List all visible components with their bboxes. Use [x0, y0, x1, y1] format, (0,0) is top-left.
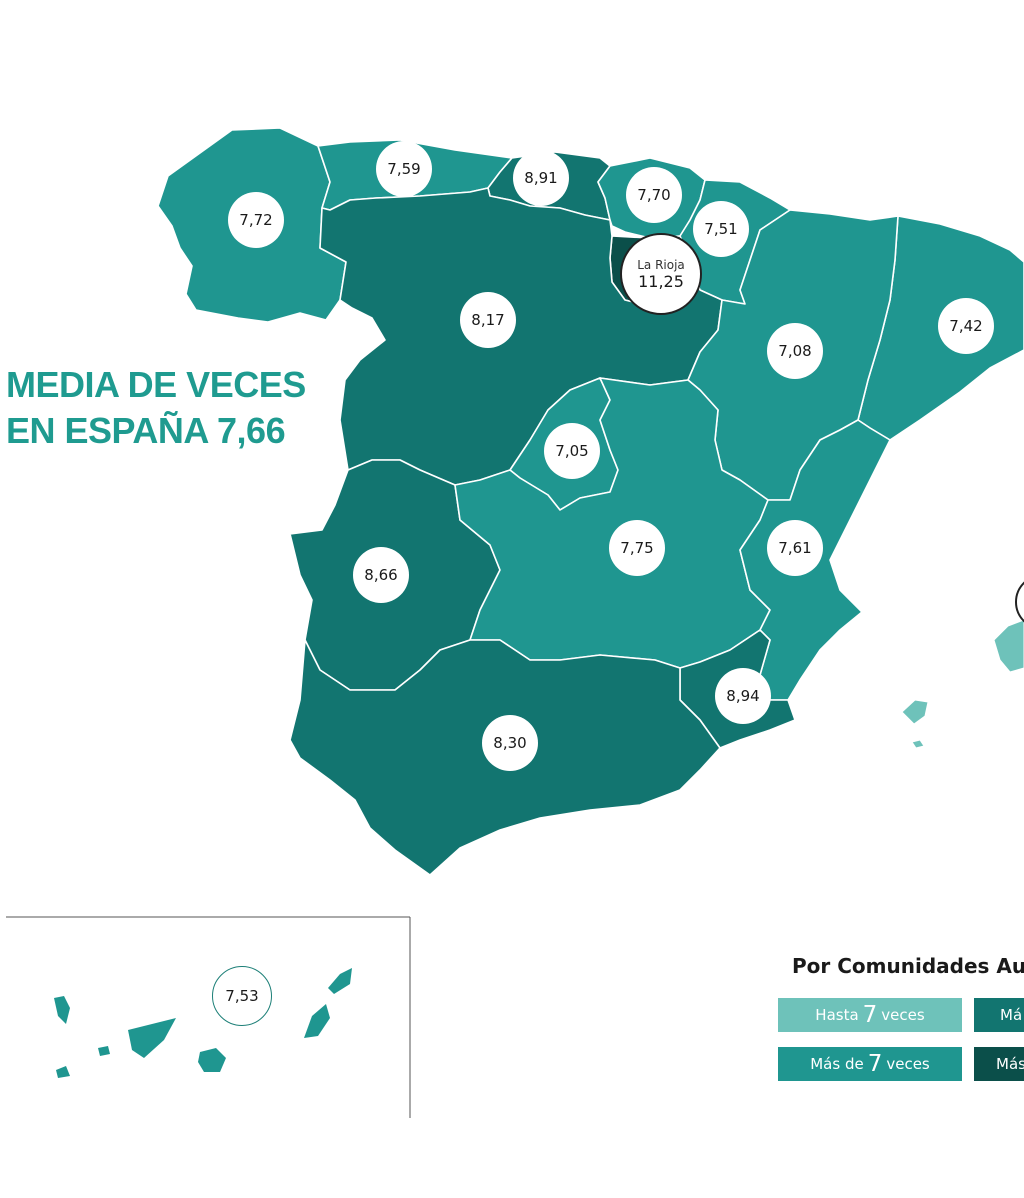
region-canarias[interactable] [54, 968, 352, 1078]
bubble-asturias: 7,59 [376, 141, 432, 197]
legend-post: veces [881, 1006, 925, 1024]
map-title: MEDIA DE VECES EN ESPAÑA 7,66 [6, 362, 306, 454]
bubble-navarra: 7,51 [693, 201, 749, 257]
bubble-andalucia: 8,30 [482, 715, 538, 771]
bubble-value: 7,51 [704, 220, 738, 238]
legend-pre: Más [996, 1055, 1024, 1073]
title-line-1: MEDIA DE VECES [6, 364, 306, 405]
bubble-value: 8,66 [364, 566, 398, 584]
bubble-madrid: 7,05 [544, 423, 600, 479]
legend-title: Por Comunidades Au [792, 954, 1024, 978]
bubble-galicia: 7,72 [228, 192, 284, 248]
bubble-castilla-la-mancha: 7,75 [609, 520, 665, 576]
bubble-cataluna: 7,42 [938, 298, 994, 354]
bubble-value: 8,94 [726, 687, 760, 705]
title-line-2: EN ESPAÑA 7,66 [6, 410, 286, 451]
region-formentera[interactable] [911, 739, 925, 749]
region-mallorca[interactable] [993, 619, 1024, 673]
legend-pre: Hasta [815, 1006, 859, 1024]
bubble-value: 7,59 [387, 160, 421, 178]
bubble-canarias: 7,53 [212, 966, 272, 1026]
bubble-value: 7,42 [949, 317, 983, 335]
bubble-murcia: 8,94 [715, 668, 771, 724]
bubble-value: 7,08 [778, 342, 812, 360]
legend-post: veces [886, 1055, 930, 1073]
canarias-inset [6, 916, 411, 1118]
bubble-value: 8,91 [524, 169, 558, 187]
bubble-cantabria: 8,91 [513, 150, 569, 206]
bubble-value: 7,53 [225, 987, 259, 1005]
legend-item-hasta-7: Hasta 7 veces [778, 998, 962, 1032]
bubble-value: 7,61 [778, 539, 812, 557]
bubble-aragon: 7,08 [767, 323, 823, 379]
region-ibiza[interactable] [901, 699, 929, 725]
legend-num: 7 [862, 1002, 878, 1028]
legend-item-mas-7: Más de 7 veces [778, 1047, 962, 1081]
legend-item-mas-8: Má [974, 998, 1024, 1032]
bubble-region-label: La Rioja [637, 257, 685, 272]
bubble-pais-vasco: 7,70 [626, 167, 682, 223]
legend-num: 7 [867, 1051, 883, 1077]
bubble-extremadura: 8,66 [353, 547, 409, 603]
legend-pre: Má [1000, 1006, 1023, 1024]
legend-pre: Más de [810, 1055, 864, 1073]
bubble-value: 8,30 [493, 734, 527, 752]
bubble-value: 7,72 [239, 211, 273, 229]
bubble-castilla-leon: 8,17 [460, 292, 516, 348]
bubble-la-rioja: La Rioja 11,25 [620, 233, 702, 315]
bubble-value: 7,05 [555, 442, 589, 460]
bubble-value: 8,17 [471, 311, 505, 329]
bubble-value: 7,70 [637, 186, 671, 204]
bubble-value: 11,25 [638, 271, 684, 291]
bubble-valencia: 7,61 [767, 520, 823, 576]
legend-item-mas-10: Más [974, 1047, 1024, 1081]
bubble-value: 7,75 [620, 539, 654, 557]
